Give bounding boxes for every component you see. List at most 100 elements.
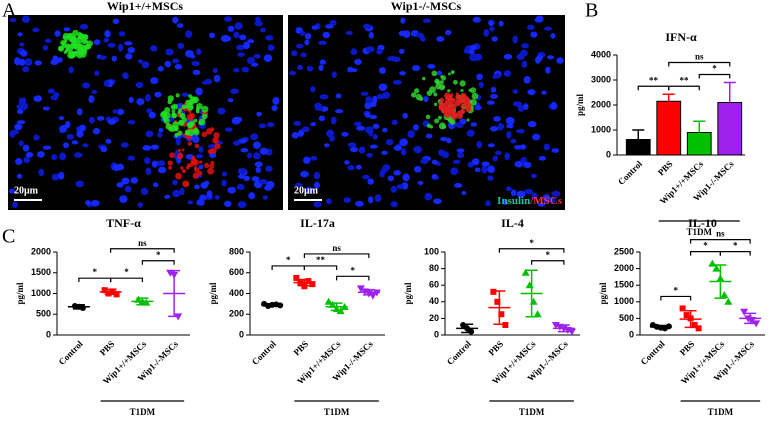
nucleus bbox=[413, 166, 422, 173]
x-tick-label: Control bbox=[445, 338, 474, 367]
nucleus bbox=[107, 42, 116, 48]
nucleus bbox=[387, 56, 393, 61]
data-point bbox=[105, 290, 112, 297]
nucleus bbox=[237, 174, 246, 179]
nucleus bbox=[157, 66, 164, 72]
significance-label: ** bbox=[680, 75, 690, 85]
y-tick-label: 200 bbox=[229, 309, 244, 319]
nucleus bbox=[175, 137, 181, 146]
nucleus bbox=[214, 194, 220, 200]
nucleus bbox=[469, 53, 478, 62]
nucleus bbox=[88, 95, 95, 103]
nucleus bbox=[165, 48, 174, 56]
nucleus bbox=[253, 141, 261, 150]
nucleus bbox=[329, 19, 337, 26]
significance-bracket bbox=[698, 73, 731, 79]
nucleus bbox=[556, 57, 564, 64]
nucleus bbox=[431, 173, 438, 179]
stain bbox=[213, 132, 220, 139]
nucleus bbox=[417, 180, 424, 185]
stain bbox=[167, 99, 173, 105]
nucleus bbox=[135, 81, 144, 88]
nucleus bbox=[335, 109, 344, 114]
nucleus bbox=[291, 131, 300, 139]
stain bbox=[448, 72, 452, 76]
nucleus bbox=[322, 31, 331, 39]
y-tick-label: 1000 bbox=[31, 288, 51, 298]
nucleus bbox=[532, 133, 541, 141]
sd-bar bbox=[330, 302, 343, 312]
stain bbox=[429, 125, 434, 129]
nucleus bbox=[512, 89, 519, 94]
nucleus bbox=[172, 179, 178, 186]
nucleus bbox=[150, 45, 158, 52]
stain bbox=[84, 44, 89, 50]
nucleus bbox=[128, 96, 134, 104]
nucleus bbox=[463, 47, 470, 54]
nucleus bbox=[154, 91, 162, 98]
micrograph bbox=[288, 15, 565, 210]
stain bbox=[422, 76, 426, 81]
nucleus bbox=[256, 111, 262, 117]
nucleus bbox=[497, 123, 504, 131]
significance-label: * bbox=[124, 267, 129, 277]
nucleus bbox=[127, 155, 136, 161]
nucleus bbox=[259, 147, 268, 155]
nucleus bbox=[433, 198, 442, 205]
data-point bbox=[740, 308, 749, 316]
nucleus bbox=[353, 121, 362, 127]
stain bbox=[444, 101, 448, 105]
stain bbox=[434, 78, 440, 84]
nucleus bbox=[75, 180, 84, 188]
nucleus bbox=[362, 174, 370, 180]
x-tick-label: Control bbox=[250, 338, 279, 367]
nucleus bbox=[81, 82, 91, 89]
nucleus bbox=[304, 33, 312, 40]
chart-title: IL-17a bbox=[300, 216, 335, 230]
nucleus bbox=[491, 36, 498, 42]
nucleus bbox=[121, 177, 130, 185]
stain bbox=[460, 109, 466, 114]
nucleus bbox=[466, 129, 475, 137]
nucleus bbox=[521, 60, 528, 69]
stain bbox=[210, 127, 215, 132]
nucleus bbox=[387, 175, 394, 182]
stain bbox=[437, 115, 442, 120]
data-point bbox=[525, 281, 534, 289]
nucleus bbox=[453, 183, 463, 188]
nucleus bbox=[366, 152, 374, 158]
nucleus bbox=[407, 130, 415, 139]
nucleus bbox=[194, 184, 200, 190]
data-point bbox=[490, 288, 497, 295]
nucleus bbox=[65, 121, 71, 129]
stain bbox=[441, 75, 447, 81]
stain bbox=[72, 29, 79, 37]
stain bbox=[414, 88, 420, 94]
nucleus bbox=[59, 152, 67, 161]
stain bbox=[201, 113, 208, 120]
y-tick-label: 600 bbox=[229, 267, 244, 277]
nucleus bbox=[527, 89, 536, 96]
data-point bbox=[101, 287, 108, 294]
nucleus bbox=[517, 104, 525, 112]
nucleus bbox=[393, 145, 402, 151]
data-point bbox=[293, 274, 300, 281]
significance-bracket bbox=[668, 85, 700, 91]
nucleus bbox=[94, 70, 100, 76]
nucleus bbox=[335, 93, 342, 99]
nucleus bbox=[17, 108, 24, 115]
nucleus bbox=[310, 156, 318, 161]
nucleus bbox=[196, 199, 205, 206]
legend-entry: Insulin bbox=[497, 195, 530, 207]
nucleus bbox=[344, 160, 350, 165]
nucleus bbox=[400, 17, 406, 24]
nucleus bbox=[239, 34, 247, 41]
micrograph-content bbox=[289, 15, 564, 208]
data-point bbox=[567, 328, 576, 336]
y-tick-label: 500 bbox=[619, 313, 634, 323]
nucleus bbox=[237, 52, 246, 57]
nucleus bbox=[516, 129, 526, 134]
nucleus bbox=[356, 125, 366, 131]
nucleus bbox=[456, 148, 465, 153]
nucleus bbox=[531, 192, 538, 200]
